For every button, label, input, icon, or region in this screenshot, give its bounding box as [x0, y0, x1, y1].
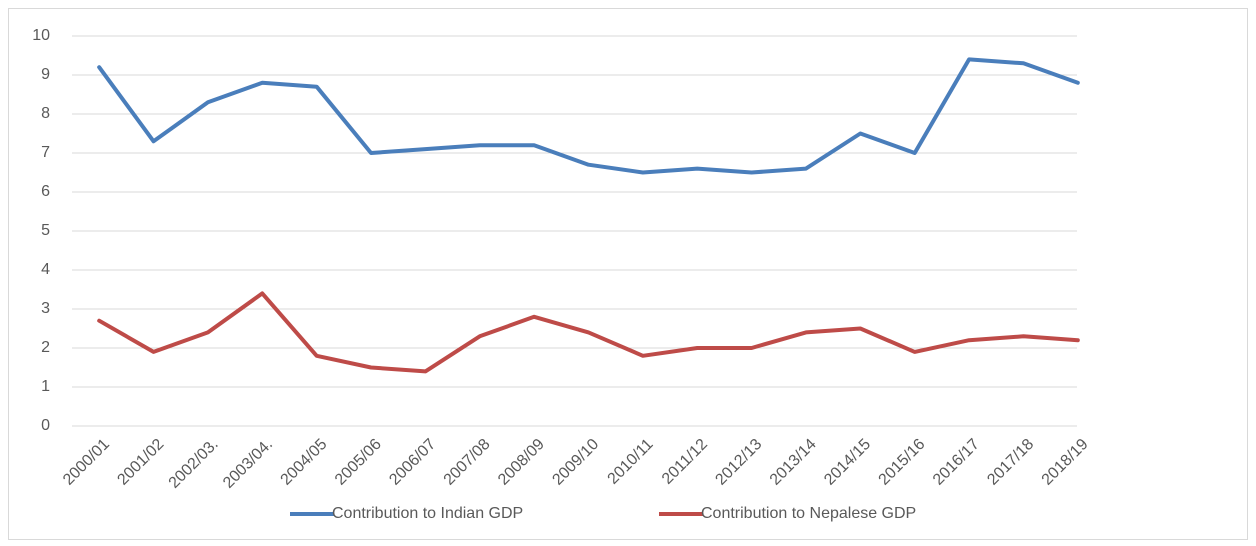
y-tick-label: 9 [41, 66, 50, 83]
line-series [97, 291, 1080, 374]
y-tick-label: 10 [32, 27, 50, 44]
y-tick-label: 3 [41, 300, 50, 317]
line-series [97, 57, 1080, 175]
y-tick-label: 4 [41, 261, 50, 278]
y-tick-label: 5 [41, 222, 50, 239]
y-tick-label: 0 [41, 417, 50, 434]
y-tick-label: 6 [41, 183, 50, 200]
legend-label: Contribution to Indian GDP [332, 505, 523, 522]
y-tick-label: 8 [41, 105, 50, 122]
y-tick-label: 1 [41, 378, 50, 395]
legend-label: Contribution to Nepalese GDP [701, 505, 916, 522]
y-tick-label: 7 [41, 144, 50, 161]
y-tick-label: 2 [41, 339, 50, 356]
chart-frame [8, 8, 1248, 540]
